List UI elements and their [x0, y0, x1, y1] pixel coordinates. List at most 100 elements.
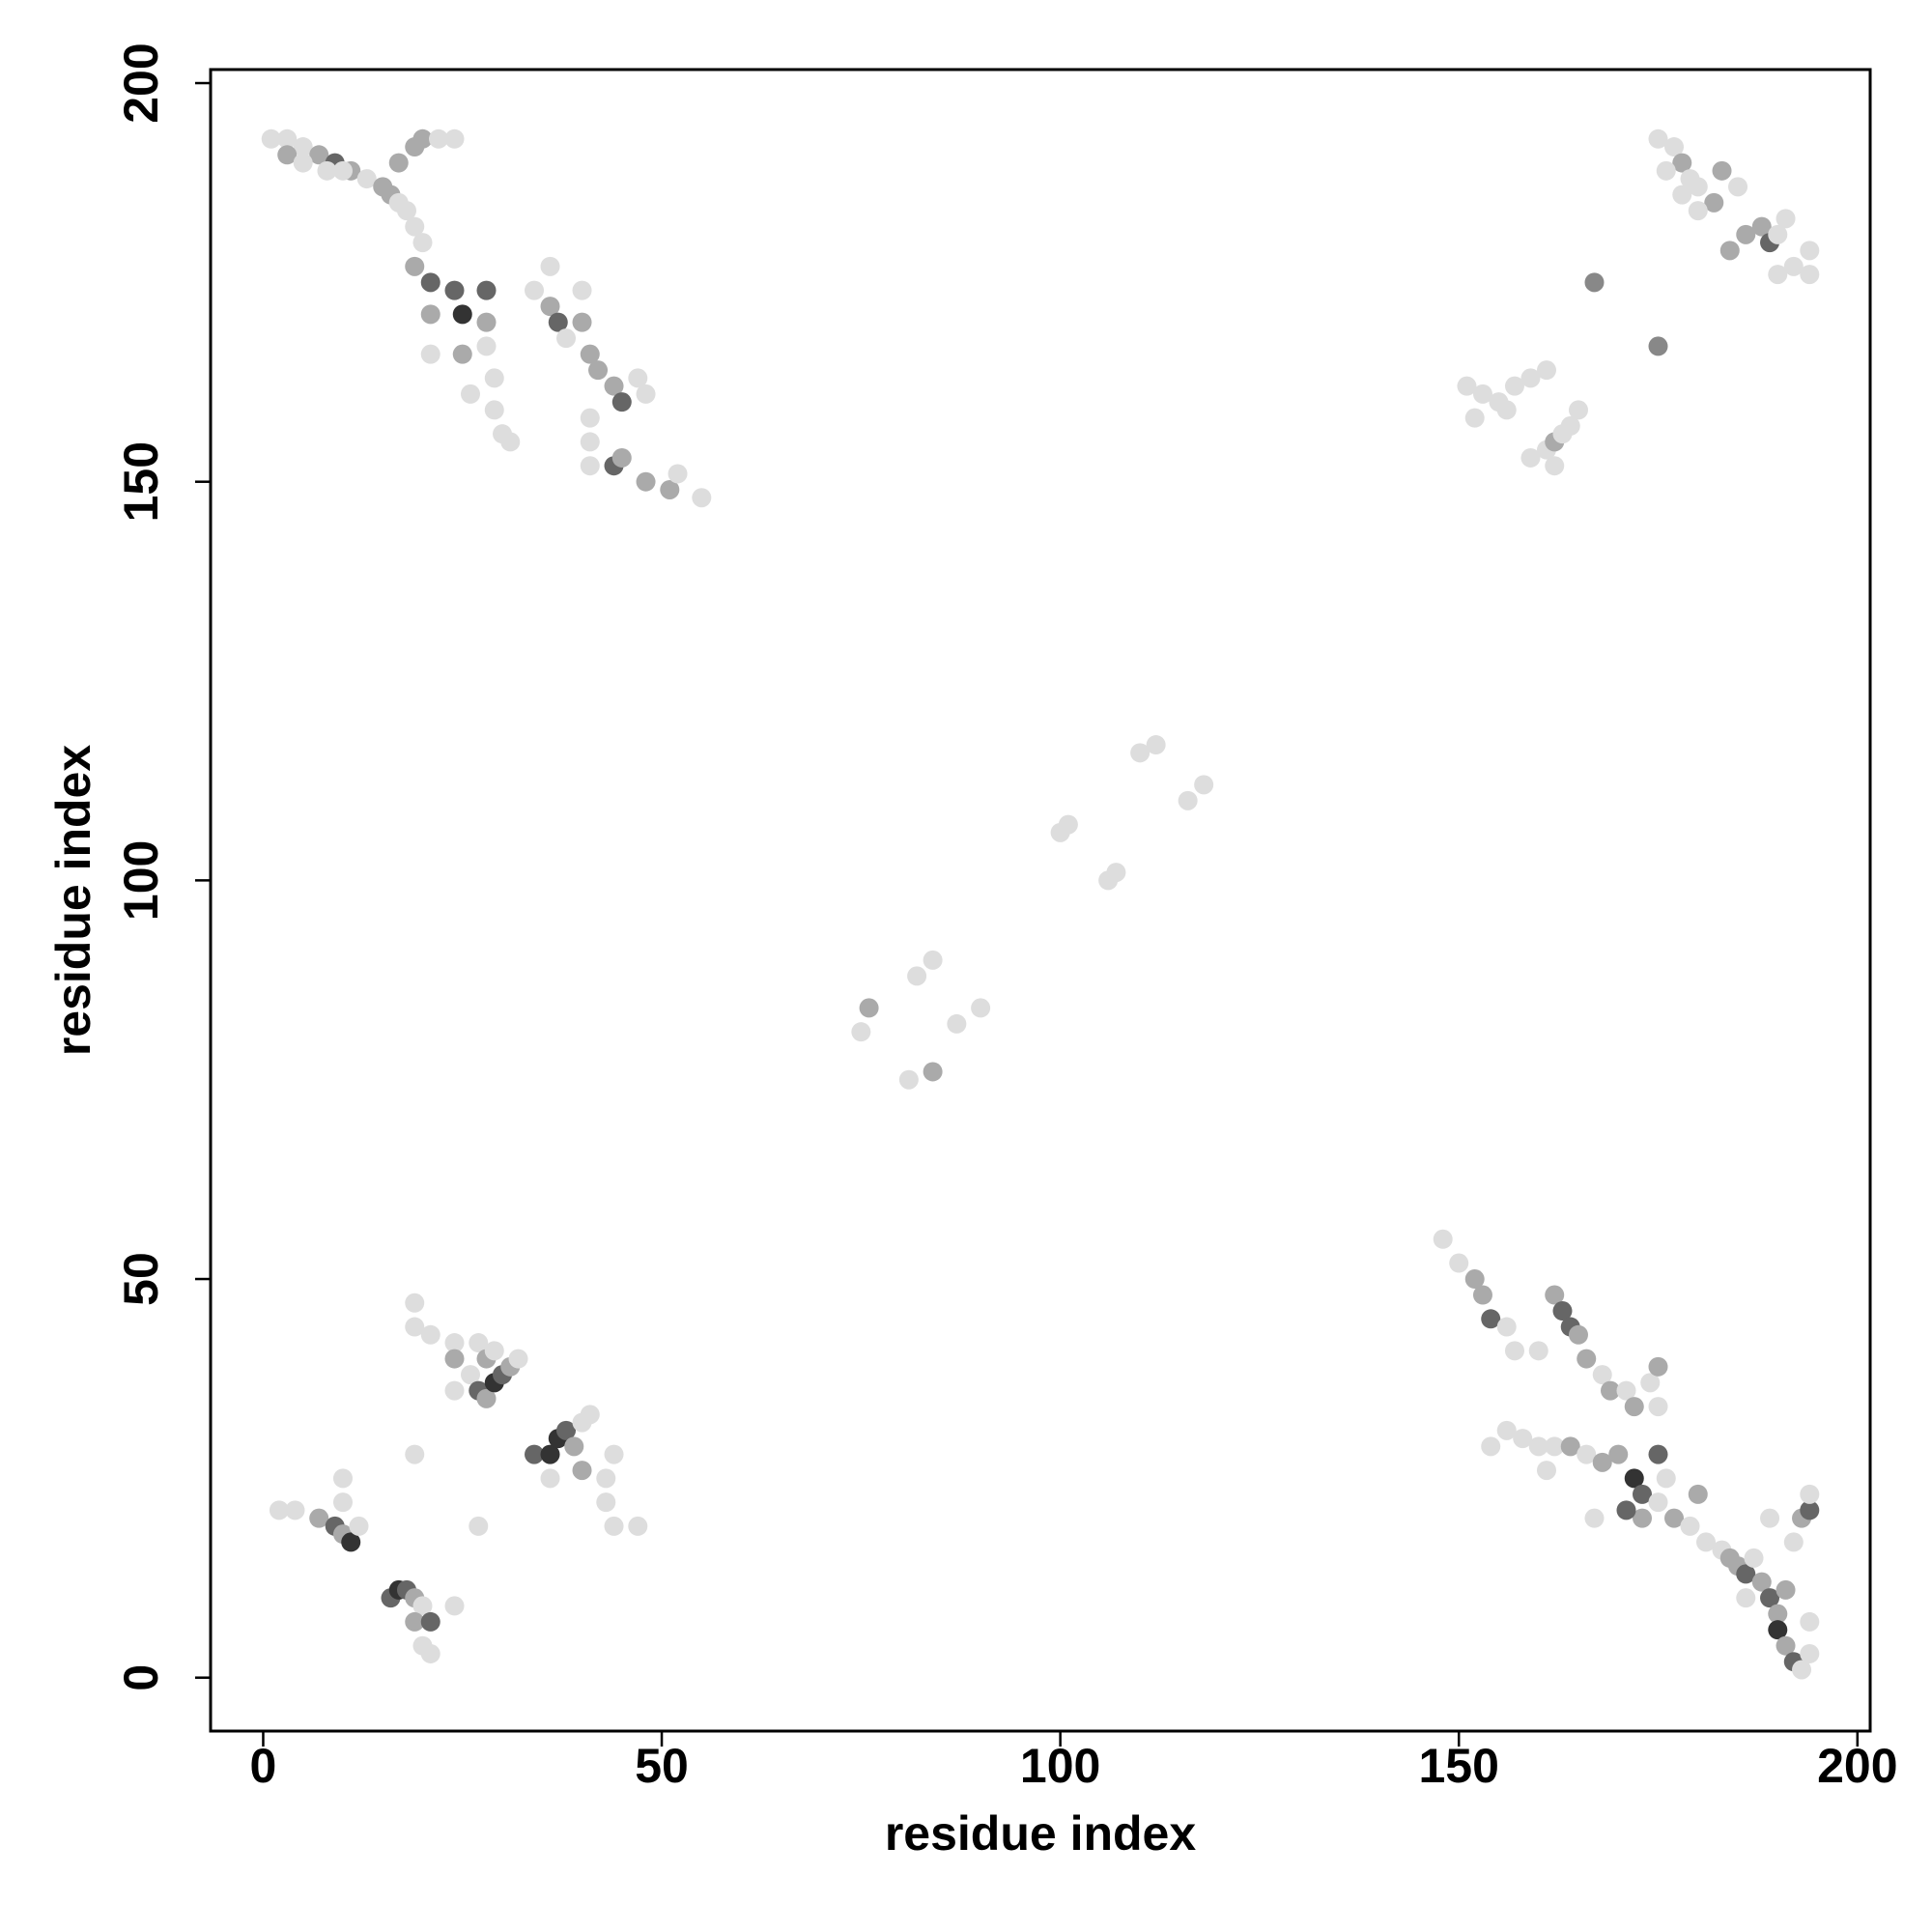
point: [628, 1516, 648, 1536]
point: [1616, 1380, 1636, 1401]
point: [1751, 216, 1772, 237]
point: [444, 280, 465, 300]
point: [269, 1500, 289, 1520]
point: [572, 1461, 592, 1481]
point: [1584, 1508, 1605, 1528]
point: [1776, 1579, 1796, 1600]
point: [1776, 209, 1796, 229]
point: [636, 471, 656, 492]
point: [469, 1333, 489, 1353]
point: [412, 1596, 433, 1616]
point: [525, 1444, 545, 1464]
point: [898, 1069, 919, 1090]
point: [1481, 1309, 1501, 1329]
point: [1472, 1285, 1492, 1305]
point: [851, 1022, 871, 1042]
point: [1688, 201, 1708, 221]
point: [500, 432, 521, 452]
point: [1496, 1317, 1517, 1337]
y-tick-label: 150: [114, 441, 168, 522]
point: [1513, 1429, 1533, 1449]
point: [405, 256, 425, 276]
point: [1146, 735, 1166, 755]
point: [1768, 224, 1788, 244]
point: [1568, 400, 1588, 420]
point: [1776, 1635, 1796, 1656]
point: [1584, 272, 1605, 293]
point: [1760, 1588, 1780, 1608]
point: [1800, 241, 1820, 261]
point: [317, 160, 337, 181]
point: [1640, 1373, 1661, 1393]
point: [668, 464, 688, 484]
point: [588, 360, 609, 381]
point: [1624, 1468, 1644, 1489]
point: [947, 1013, 967, 1034]
point: [396, 201, 416, 221]
point: [1545, 456, 1565, 476]
point: [1433, 1229, 1453, 1249]
point: [1194, 775, 1214, 795]
point: [309, 1508, 329, 1528]
point: [309, 145, 329, 165]
point: [444, 1380, 465, 1401]
point: [1648, 336, 1668, 356]
point: [611, 392, 632, 412]
point: [293, 153, 313, 173]
point: [332, 1492, 353, 1513]
point: [476, 1388, 497, 1408]
point: [660, 479, 680, 499]
point: [1800, 1500, 1820, 1520]
point: [572, 312, 592, 332]
point: [444, 1349, 465, 1369]
point: [1472, 384, 1492, 404]
point: [405, 1611, 425, 1632]
point: [1704, 192, 1724, 213]
point: [1656, 1468, 1676, 1489]
point: [1633, 1508, 1653, 1528]
point: [412, 233, 433, 253]
point: [1688, 1484, 1708, 1504]
point: [1577, 1444, 1597, 1464]
point: [405, 1293, 425, 1313]
point: [1504, 1341, 1524, 1361]
point: [332, 160, 353, 181]
point: [556, 1420, 577, 1440]
point: [1768, 1620, 1788, 1640]
point: [1760, 1508, 1780, 1528]
point: [1800, 1611, 1820, 1632]
point: [444, 1596, 465, 1616]
point: [1178, 790, 1198, 810]
point: [1648, 1492, 1668, 1513]
point: [1736, 1588, 1756, 1608]
point: [444, 128, 465, 149]
point: [1633, 1484, 1653, 1504]
point: [1536, 360, 1556, 381]
point: [971, 998, 991, 1018]
point: [628, 368, 648, 388]
point: [604, 1516, 624, 1536]
point: [285, 1500, 305, 1520]
point: [580, 432, 600, 452]
point: [1696, 1532, 1717, 1552]
point: [1568, 1324, 1588, 1345]
point: [1800, 1484, 1820, 1504]
point: [1648, 1356, 1668, 1377]
plot-frame: [209, 68, 1872, 1733]
point: [1560, 415, 1580, 436]
point: [1783, 1532, 1804, 1552]
point: [277, 145, 298, 165]
point: [1520, 447, 1541, 468]
point: [580, 456, 600, 476]
point: [1768, 1604, 1788, 1624]
point: [580, 408, 600, 428]
point: [1768, 265, 1788, 285]
point: [356, 169, 377, 189]
point: [420, 272, 440, 293]
point: [349, 1516, 369, 1536]
point: [1449, 1253, 1469, 1273]
point: [1608, 1444, 1629, 1464]
point: [1592, 1452, 1612, 1472]
